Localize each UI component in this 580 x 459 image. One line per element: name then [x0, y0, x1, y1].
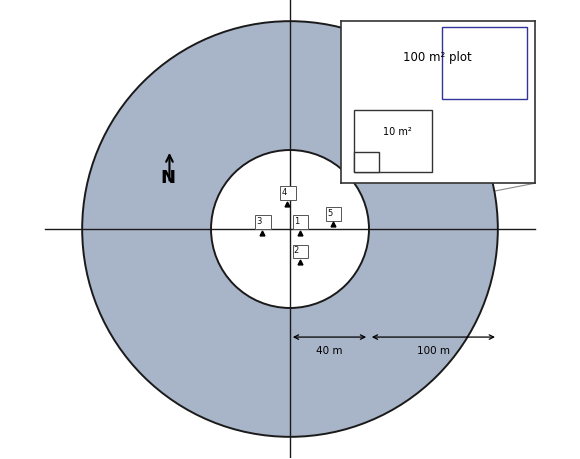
Text: 4: 4 — [281, 188, 287, 196]
Circle shape — [211, 151, 369, 308]
Bar — [255, 216, 271, 230]
Text: N: N — [160, 169, 175, 187]
Bar — [280, 187, 296, 201]
Text: 5: 5 — [327, 208, 332, 217]
Text: 3: 3 — [256, 217, 262, 226]
Circle shape — [82, 22, 498, 437]
Text: 1: 1 — [293, 217, 299, 226]
Bar — [326, 208, 342, 221]
Bar — [292, 216, 308, 230]
Text: 2: 2 — [293, 246, 299, 255]
Text: 40 m: 40 m — [316, 346, 343, 356]
Text: 100 m: 100 m — [417, 346, 450, 356]
Bar — [292, 245, 308, 258]
